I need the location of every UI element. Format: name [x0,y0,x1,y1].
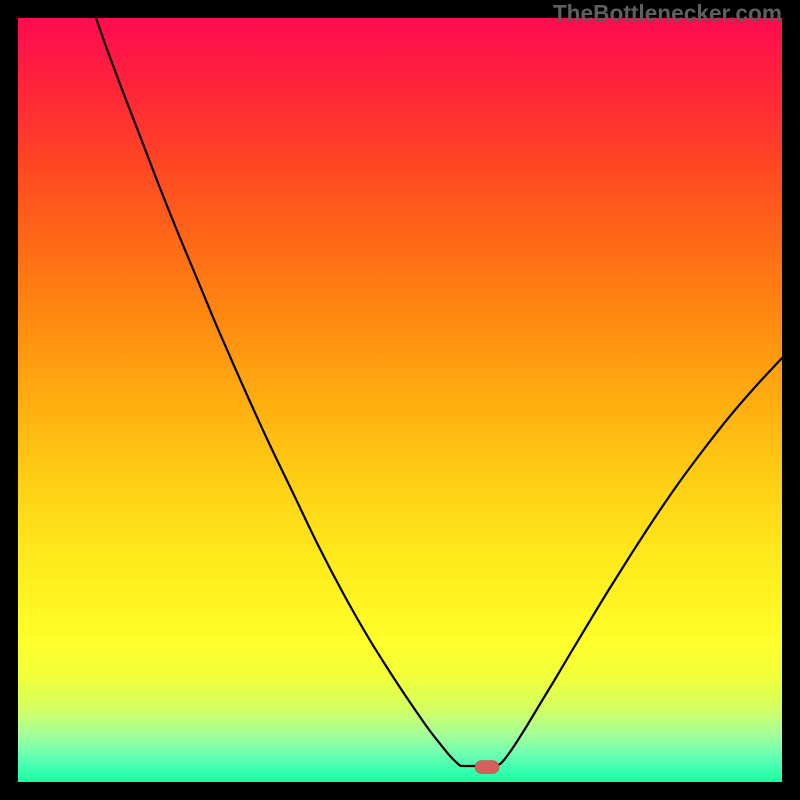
curve-layer [18,18,782,782]
minimum-marker [475,761,499,774]
plot-area [18,18,782,782]
watermark-label: TheBottlenecker.com [553,0,782,27]
chart-container: TheBottlenecker.com [0,0,800,800]
bottleneck-curve [96,18,782,766]
